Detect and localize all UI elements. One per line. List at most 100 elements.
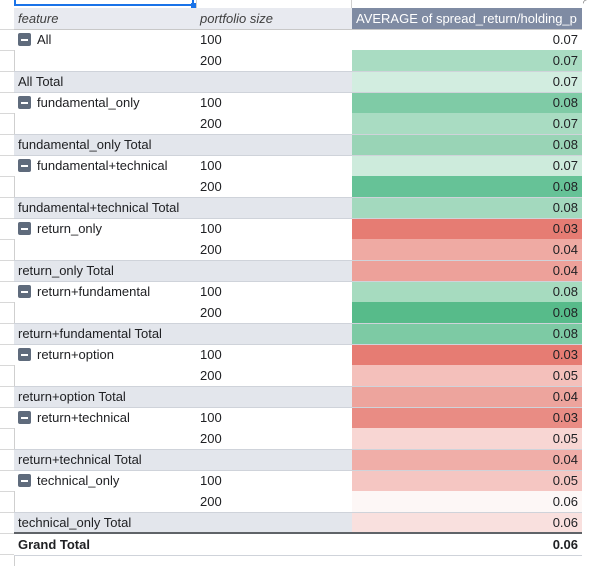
portfolio-size-cell[interactable]: 200 <box>200 52 222 68</box>
feature-cell[interactable]: fundamental+technical Total <box>14 196 196 219</box>
collapse-minus-icon[interactable] <box>18 222 31 236</box>
portfolio-size-cell[interactable]: 100 <box>196 218 352 239</box>
fill-handle[interactable] <box>191 3 197 9</box>
metric-value-cell[interactable]: 0.08 <box>352 92 582 113</box>
header-portfolio-size[interactable]: portfolio size <box>196 8 352 30</box>
feature-cell[interactable]: technical_only Total <box>14 511 196 534</box>
metric-value-cell[interactable]: 0.03 <box>352 218 582 239</box>
collapse-minus-icon[interactable] <box>18 411 31 425</box>
portfolio-size-cell[interactable] <box>196 448 352 471</box>
feature-cell[interactable]: return+fundamental <box>14 281 196 302</box>
feature-cell[interactable]: return+fundamental Total <box>14 322 196 345</box>
metric-value-cell[interactable]: 0.05 <box>352 365 582 386</box>
selected-cell-outline[interactable] <box>14 0 194 6</box>
metric-value-cell[interactable]: 0.06 <box>352 491 582 512</box>
feature-cell[interactable] <box>14 365 196 386</box>
feature-cell[interactable]: technical_only <box>14 470 196 491</box>
feature-cell[interactable] <box>14 50 196 71</box>
feature-cell[interactable] <box>14 302 196 323</box>
portfolio-size-cell[interactable] <box>196 322 352 345</box>
metric-value-cell[interactable]: 0.08 <box>352 196 582 219</box>
feature-cell[interactable]: return+option <box>14 344 196 365</box>
metric-value-cell[interactable]: 0.08 <box>352 133 582 156</box>
feature-cell[interactable]: fundamental_only Total <box>14 133 196 156</box>
metric-value-cell[interactable]: 0.04 <box>352 385 582 408</box>
grand-total-size[interactable] <box>196 532 352 556</box>
metric-value-cell[interactable]: 0.04 <box>352 239 582 260</box>
collapse-minus-icon[interactable] <box>18 348 31 362</box>
row-gutter-tick <box>0 344 14 345</box>
portfolio-size-cell[interactable] <box>196 70 352 93</box>
feature-cell[interactable]: return_only <box>14 218 196 239</box>
metric-value-cell[interactable]: 0.03 <box>352 407 582 428</box>
table-row: 200 0.08 <box>14 302 582 323</box>
portfolio-size-cell[interactable]: 100 <box>196 29 352 50</box>
feature-cell[interactable]: All Total <box>14 70 196 93</box>
row-gutter-tick <box>0 428 14 429</box>
portfolio-size-cell[interactable] <box>196 133 352 156</box>
metric-value-cell[interactable]: 0.08 <box>352 302 582 323</box>
metric-value-cell[interactable]: 0.08 <box>352 281 582 302</box>
feature-cell[interactable] <box>14 491 196 512</box>
collapse-minus-icon[interactable] <box>18 474 31 488</box>
portfolio-size-cell[interactable]: 100 <box>196 344 352 365</box>
feature-cell[interactable] <box>14 176 196 197</box>
feature-cell[interactable]: return_only Total <box>14 259 196 282</box>
portfolio-size-cell[interactable]: 200 <box>200 115 222 131</box>
feature-cell[interactable]: return+technical <box>14 407 196 428</box>
portfolio-size-cell[interactable]: 200 <box>200 304 222 320</box>
metric-value-cell[interactable]: 0.04 <box>352 259 582 282</box>
header-feature[interactable]: feature <box>14 8 196 30</box>
collapse-minus-icon[interactable] <box>18 33 31 47</box>
portfolio-size-cell[interactable] <box>196 196 352 219</box>
portfolio-size-cell[interactable] <box>196 259 352 282</box>
portfolio-size-cell[interactable]: 200 <box>200 241 222 257</box>
portfolio-size-cell[interactable]: 200 <box>200 493 222 509</box>
collapse-minus-icon[interactable] <box>18 285 31 299</box>
row-gutter-tick <box>0 218 14 219</box>
portfolio-size-cell[interactable]: 100 <box>196 281 352 302</box>
metric-value-cell[interactable]: 0.04 <box>352 448 582 471</box>
portfolio-size-cell[interactable]: 100 <box>196 155 352 176</box>
header-metric[interactable]: AVERAGE of spread_return/holding_p <box>352 8 582 30</box>
feature-cell[interactable]: fundamental+technical <box>14 155 196 176</box>
metric-value-cell[interactable]: 0.06 <box>352 511 582 534</box>
subtotal-row: All Total 0.07 <box>14 70 582 93</box>
metric-value-cell[interactable]: 0.07 <box>352 70 582 93</box>
metric-value-cell[interactable]: 0.08 <box>352 322 582 345</box>
collapse-minus-icon[interactable] <box>18 96 31 110</box>
metric-value-cell[interactable]: 0.07 <box>352 155 582 176</box>
feature-cell[interactable]: fundamental_only <box>14 92 196 113</box>
table-row: 200 0.06 <box>14 491 582 512</box>
grand-total-label[interactable]: Grand Total <box>14 532 196 556</box>
feature-cell[interactable]: return+option Total <box>14 385 196 408</box>
grand-total-value[interactable]: 0.06 <box>352 532 582 556</box>
table-row: return+fundamental 100 0.08 <box>14 281 582 302</box>
metric-value-cell[interactable]: 0.07 <box>352 29 582 50</box>
portfolio-size-cell[interactable] <box>196 385 352 408</box>
metric-value-cell[interactable]: 0.08 <box>352 176 582 197</box>
table-row: technical_only 100 0.05 <box>14 470 582 491</box>
feature-cell[interactable] <box>14 428 196 449</box>
row-gutter-tick <box>0 281 14 282</box>
collapse-minus-icon[interactable] <box>18 159 31 173</box>
row-gutter-tick <box>0 50 14 51</box>
feature-cell[interactable]: All <box>14 29 196 50</box>
feature-cell[interactable] <box>14 113 196 134</box>
portfolio-size-cell[interactable] <box>196 511 352 534</box>
metric-value-cell[interactable]: 0.05 <box>352 470 582 491</box>
feature-cell[interactable] <box>14 239 196 260</box>
column-divider <box>196 0 197 8</box>
metric-value-cell[interactable]: 0.03 <box>352 344 582 365</box>
metric-value-cell[interactable]: 0.07 <box>352 113 582 134</box>
portfolio-size-cell[interactable]: 200 <box>200 178 222 194</box>
portfolio-size-cell[interactable]: 100 <box>196 470 352 491</box>
row-gutter-tick <box>0 533 14 534</box>
portfolio-size-cell[interactable]: 100 <box>196 407 352 428</box>
metric-value-cell[interactable]: 0.05 <box>352 428 582 449</box>
feature-cell[interactable]: return+technical Total <box>14 448 196 471</box>
metric-value-cell[interactable]: 0.07 <box>352 50 582 71</box>
portfolio-size-cell[interactable]: 200 <box>200 430 222 446</box>
portfolio-size-cell[interactable]: 100 <box>196 92 352 113</box>
portfolio-size-cell[interactable]: 200 <box>200 367 222 383</box>
